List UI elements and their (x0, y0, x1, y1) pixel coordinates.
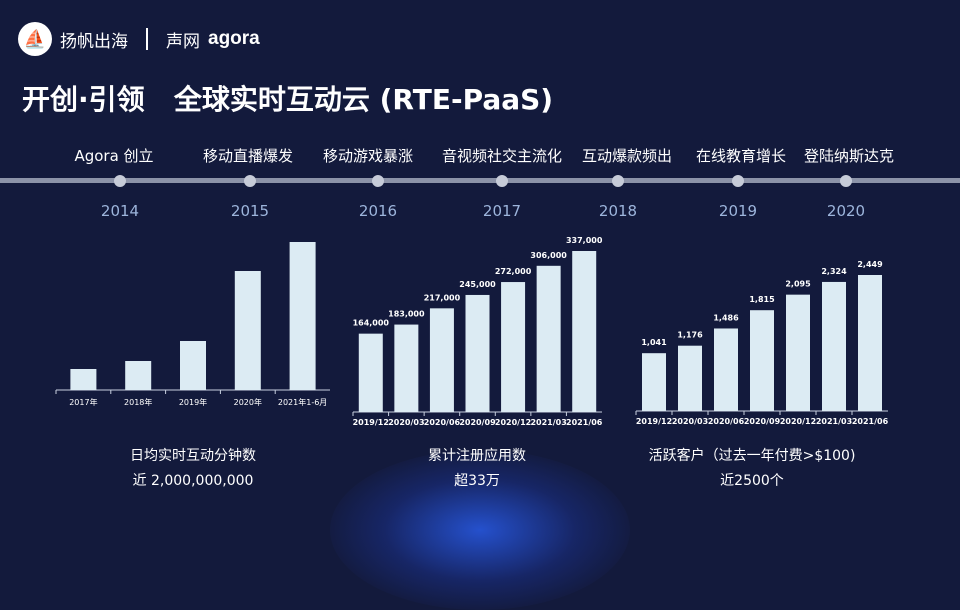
chart-subtitle: 超33万 (454, 473, 500, 489)
bar (234, 271, 261, 390)
bar (822, 281, 846, 411)
x-tick-label: 2021/06 (852, 417, 889, 426)
bar (858, 275, 882, 411)
data-label: 217,000 (424, 293, 461, 302)
bar (501, 282, 526, 412)
x-tick-label: 2020/12 (780, 417, 816, 426)
timeline-dot (840, 175, 852, 187)
bar (394, 324, 419, 412)
chart-title: 活跃客户（过去一年付费>$100) (648, 448, 856, 464)
bar (536, 265, 561, 412)
x-tick-label: 2019/12 (636, 417, 672, 426)
page-title: 开创·引领 全球实时互动云 (RTE-PaaS) (22, 83, 554, 116)
data-label: 2,095 (785, 280, 811, 289)
header-logo: ⛵ 扬帆出海 声网 agora (18, 22, 260, 56)
bar (289, 242, 316, 390)
data-label: 1,176 (677, 331, 703, 340)
timeline-year: 2019 (718, 202, 758, 220)
timeline-dot (372, 175, 384, 187)
x-tick-label: 2020/03 (388, 418, 424, 427)
data-label: 272,000 (495, 267, 532, 276)
divider (146, 28, 148, 50)
data-label: 245,000 (459, 280, 496, 289)
x-tick-label: 2019/12 (353, 418, 389, 427)
chart-title: 日均实时互动分钟数 (130, 448, 256, 464)
timeline-event: 移动直播爆发 (202, 147, 294, 165)
bar (750, 310, 774, 411)
timeline-event: 登陆纳斯达克 (803, 147, 895, 165)
bar (642, 353, 666, 411)
chart-title: 累计注册应用数 (428, 448, 526, 464)
logo-text: 扬帆出海 (60, 31, 128, 52)
partner-cn: 声网 (166, 31, 200, 52)
timeline-line (0, 178, 960, 183)
partner-en: agora (208, 28, 260, 49)
timeline-year: 2015 (230, 202, 270, 220)
x-tick-label: 2020/09 (459, 418, 496, 427)
data-label: 1,815 (749, 295, 775, 304)
x-tick-label: 2021/03 (816, 417, 852, 426)
chart-subtitle: 近2500个 (720, 473, 784, 489)
timeline-dot (732, 175, 744, 187)
x-tick-label: 2021年1-6月 (278, 397, 327, 407)
bar (786, 294, 810, 411)
data-label: 164,000 (353, 319, 390, 328)
bar (429, 308, 454, 412)
chart-subtitle: 近 2,000,000,000 (132, 473, 254, 489)
timeline-event: 互动爆款频出 (581, 147, 673, 165)
x-tick-label: 2019年 (179, 397, 207, 407)
x-tick-label: 2018年 (124, 397, 152, 407)
data-label: 1,041 (641, 338, 667, 347)
bar (70, 369, 97, 390)
timeline-year: 2014 (100, 202, 140, 220)
x-tick-label: 2020/09 (744, 417, 781, 426)
bar (678, 345, 702, 411)
x-tick-label: 2021/06 (566, 418, 603, 427)
data-label: 337,000 (566, 236, 603, 245)
timeline-event: 音视频社交主流化 (441, 147, 563, 165)
data-label: 306,000 (530, 251, 567, 260)
data-label: 2,449 (857, 260, 883, 269)
x-tick-label: 2021/03 (530, 418, 566, 427)
sail-logo-icon: ⛵ (18, 22, 52, 56)
data-label: 183,000 (388, 310, 425, 319)
timeline-event: Agora 创立 (74, 147, 154, 165)
bar (714, 328, 738, 411)
x-tick-label: 2020年 (234, 397, 262, 407)
timeline-year: 2020 (826, 202, 866, 220)
timeline-event: 移动游戏暴涨 (322, 147, 414, 165)
timeline-dot (612, 175, 624, 187)
x-tick-label: 2020/03 (672, 417, 708, 426)
bar (180, 341, 206, 390)
bar (465, 294, 490, 412)
timeline-dot (114, 175, 126, 187)
bar (125, 361, 152, 390)
timeline-dot (496, 175, 508, 187)
x-tick-label: 2020/06 (424, 418, 461, 427)
timeline-year: 2018 (598, 202, 638, 220)
x-tick-label: 2020/12 (495, 418, 531, 427)
bar (358, 333, 383, 412)
timeline-dot (244, 175, 256, 187)
charts: 2017年 2018年 2019年 2020年 2021年1-6月 2019/12 164,… (55, 236, 889, 427)
x-tick-label: 2020/06 (708, 417, 745, 426)
data-label: 1,486 (713, 313, 739, 322)
bar (572, 251, 597, 412)
timeline-event: 在线教育增长 (695, 147, 787, 165)
timeline-year: 2016 (358, 202, 398, 220)
timeline-year: 2017 (482, 202, 522, 220)
x-tick-label: 2017年 (69, 397, 97, 407)
data-label: 2,324 (821, 267, 847, 276)
